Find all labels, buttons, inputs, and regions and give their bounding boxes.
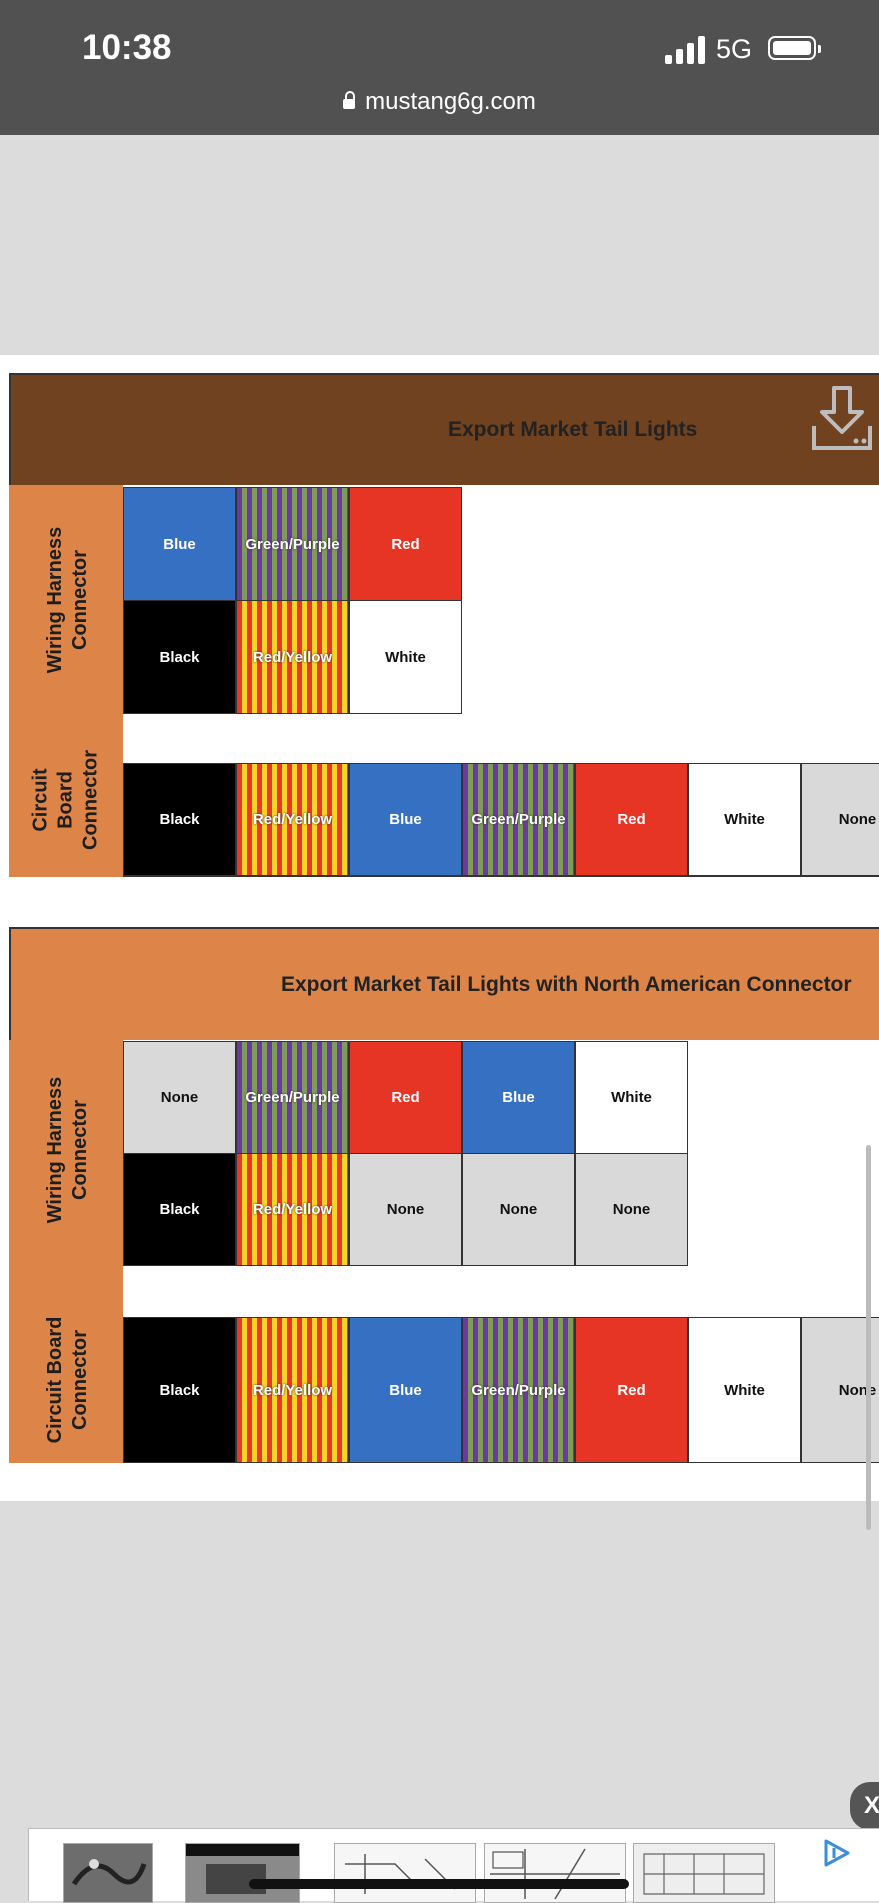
ad-thumbnail[interactable] bbox=[484, 1843, 626, 1903]
color-cell-label: Red/Yellow bbox=[252, 811, 333, 828]
color-cell: Red/Yellow bbox=[236, 600, 349, 714]
color-cell-label: None bbox=[612, 1201, 651, 1218]
side-panel bbox=[9, 485, 123, 877]
diagram-title: Export Market Tail Lights bbox=[448, 418, 698, 441]
connector-label-line: Connector bbox=[69, 1330, 91, 1430]
color-cell-label: Red bbox=[391, 1089, 420, 1106]
connector-label-line: Wiring Harness bbox=[44, 1076, 66, 1224]
download-icon[interactable] bbox=[810, 384, 874, 454]
color-cell: None bbox=[123, 1041, 236, 1154]
title-band bbox=[9, 373, 879, 485]
color-cell: None bbox=[575, 1153, 688, 1266]
ad-thumbnail[interactable] bbox=[334, 1843, 476, 1903]
color-cell: White bbox=[688, 1317, 801, 1463]
color-cell: Blue bbox=[349, 1317, 462, 1463]
home-indicator bbox=[249, 1879, 629, 1889]
ad-banner[interactable] bbox=[28, 1828, 879, 1903]
color-cell-label: None bbox=[838, 811, 877, 828]
connector-label-line: Circuit Board bbox=[44, 1316, 66, 1444]
ad-close-button[interactable]: X bbox=[850, 1782, 879, 1830]
color-cell: Red bbox=[349, 487, 462, 601]
color-cell: None bbox=[462, 1153, 575, 1266]
spacer-band bbox=[123, 1267, 879, 1317]
connector-label: Wiring Harness Connector bbox=[43, 527, 93, 674]
side-panel bbox=[9, 1040, 123, 1463]
color-cell: Blue bbox=[349, 763, 462, 876]
color-cell: Red bbox=[349, 1041, 462, 1154]
close-icon: X bbox=[864, 1792, 879, 1819]
color-cell-label: Green/Purple bbox=[245, 1089, 340, 1106]
network-label: 5G bbox=[716, 34, 753, 64]
connector-label-line: Connector bbox=[69, 550, 91, 650]
color-cell-label: None bbox=[386, 1201, 425, 1218]
color-cell: Black bbox=[123, 763, 236, 876]
color-cell: Black bbox=[123, 600, 236, 714]
color-cell-label: None bbox=[499, 1201, 538, 1218]
color-cell-label: Green/Purple bbox=[471, 1381, 566, 1399]
color-cell: White bbox=[349, 600, 462, 714]
color-cell: Red/Yellow bbox=[236, 763, 349, 876]
color-cell-label: Blue bbox=[163, 535, 196, 553]
adchoices-icon[interactable] bbox=[822, 1838, 852, 1868]
color-cell-label: Red bbox=[617, 1381, 646, 1399]
connector-label-line: Circuit bbox=[29, 768, 52, 832]
color-cell-label: Blue bbox=[502, 1089, 535, 1106]
connector-label-line: Wiring Harness bbox=[44, 526, 66, 674]
color-cell-label: White bbox=[385, 648, 426, 666]
spacer-band bbox=[123, 715, 879, 761]
connector-label: Wiring Harness Connector bbox=[43, 1077, 93, 1224]
connector-label-line: Board bbox=[54, 771, 77, 829]
color-cell-label: Green/Purple bbox=[245, 535, 340, 553]
color-cell-label: White bbox=[724, 1381, 765, 1399]
color-cell-label: Red/Yellow bbox=[252, 648, 333, 666]
scrollbar-thumb[interactable] bbox=[866, 1145, 871, 1530]
connector-label: Circuit Board Connector bbox=[29, 750, 104, 850]
color-cell-label: Red bbox=[617, 811, 646, 828]
color-cell-label: Black bbox=[159, 811, 200, 828]
color-cell: Red/Yellow bbox=[236, 1153, 349, 1266]
color-cell-label: Green/Purple bbox=[471, 811, 566, 828]
color-cell-label: Red/Yellow bbox=[252, 1381, 333, 1399]
color-cell: Green/Purple bbox=[236, 487, 349, 601]
color-cell-label: Black bbox=[159, 1381, 200, 1399]
status-bar: 10:38 5G mustang6g.com bbox=[0, 0, 879, 135]
connector-label-line: Connector bbox=[79, 750, 102, 850]
ad-thumbnail[interactable] bbox=[185, 1843, 300, 1903]
color-cell: Blue bbox=[462, 1041, 575, 1154]
color-cell: Red bbox=[575, 1317, 688, 1463]
color-cell-label: Blue bbox=[389, 1381, 422, 1399]
color-cell: Black bbox=[123, 1153, 236, 1266]
color-cell-label: Red bbox=[391, 535, 420, 553]
color-cell: Green/Purple bbox=[462, 763, 575, 876]
ad-thumbnail[interactable] bbox=[633, 1843, 775, 1903]
color-cell: White bbox=[688, 763, 801, 876]
battery-icon bbox=[768, 36, 821, 60]
color-cell: None bbox=[349, 1153, 462, 1266]
color-cell-label: Blue bbox=[389, 811, 422, 828]
signal-icon bbox=[665, 36, 707, 64]
url-text: mustang6g.com bbox=[365, 88, 536, 115]
color-cell: Green/Purple bbox=[462, 1317, 575, 1463]
color-cell-label: White bbox=[611, 1089, 652, 1106]
color-cell-label: Black bbox=[159, 648, 200, 666]
status-time: 10:38 bbox=[82, 28, 172, 67]
diagram-title: Export Market Tail Lights with North Ame… bbox=[281, 973, 852, 996]
color-cell-label: None bbox=[160, 1089, 199, 1106]
color-cell: Red bbox=[575, 763, 688, 876]
address-bar[interactable]: mustang6g.com bbox=[0, 88, 879, 116]
color-cell-label: Red/Yellow bbox=[252, 1201, 333, 1218]
ad-thumbnail[interactable] bbox=[63, 1843, 153, 1903]
color-cell: Black bbox=[123, 1317, 236, 1463]
lock-icon bbox=[343, 91, 356, 109]
color-cell-label: Black bbox=[159, 1201, 200, 1218]
color-cell: None bbox=[801, 763, 879, 876]
color-cell: White bbox=[575, 1041, 688, 1154]
color-cell-label: White bbox=[724, 811, 765, 828]
connector-label-line: Connector bbox=[69, 1100, 91, 1200]
color-cell: Blue bbox=[123, 487, 236, 601]
color-cell: Green/Purple bbox=[236, 1041, 349, 1154]
color-cell: Red/Yellow bbox=[236, 1317, 349, 1463]
connector-label: Circuit Board Connector bbox=[43, 1317, 93, 1444]
title-band bbox=[9, 927, 879, 1040]
